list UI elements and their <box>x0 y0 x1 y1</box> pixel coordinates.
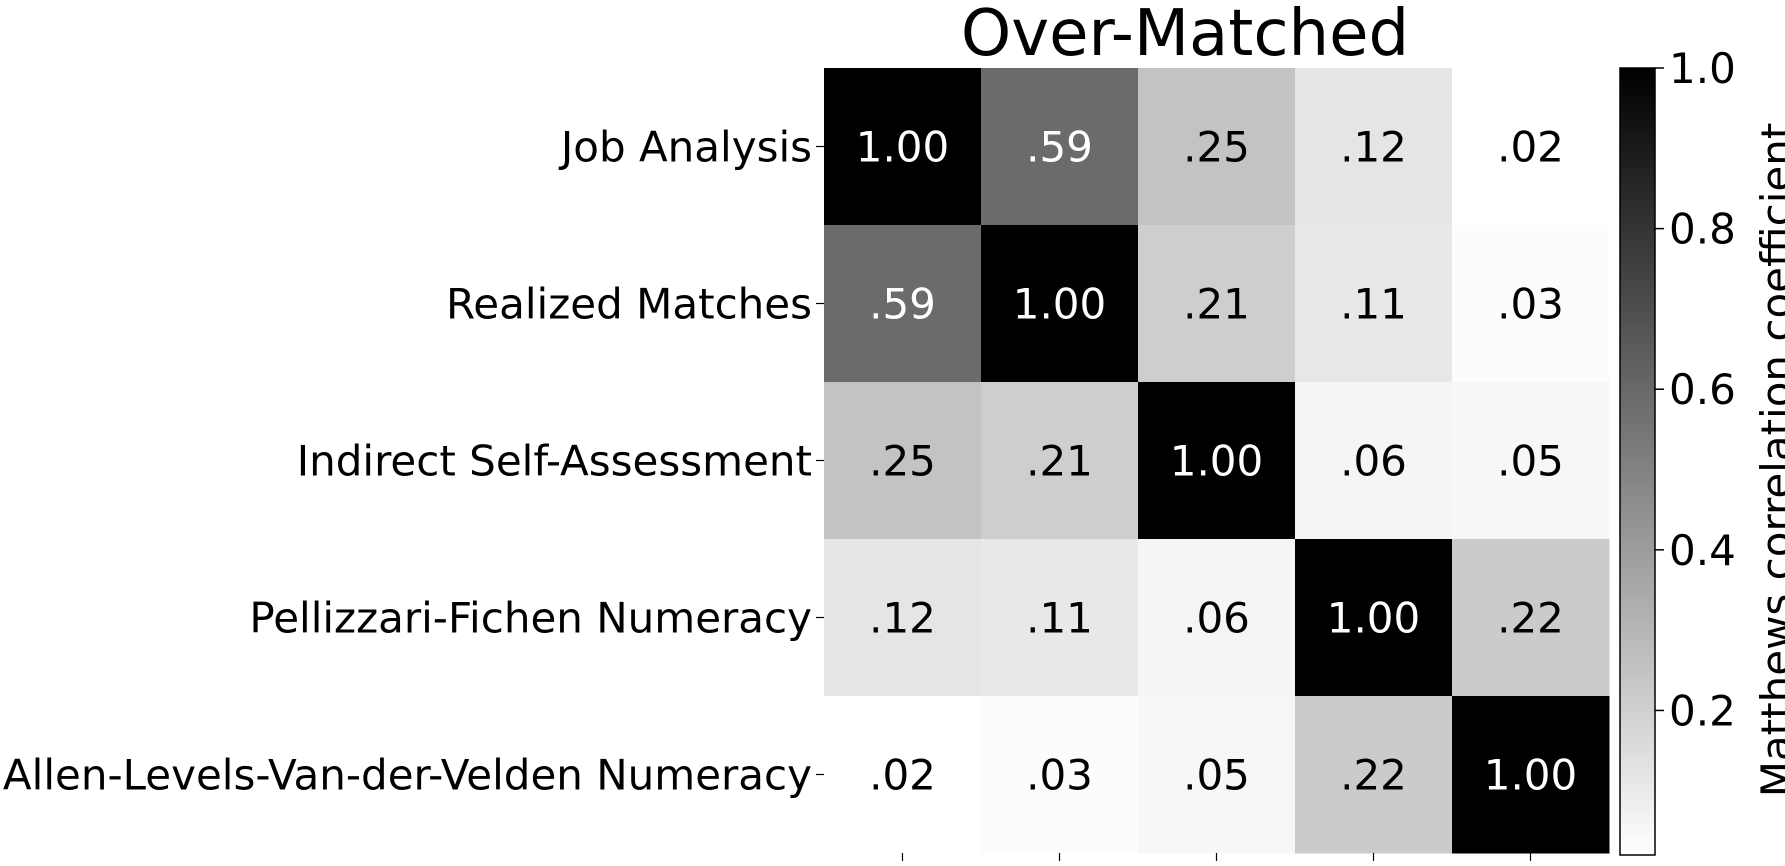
cell-value-label-r3-c1: .11 <box>1026 594 1093 643</box>
cell-value-label-r1-c1: 1.00 <box>1013 280 1107 329</box>
cell-value-label-r1-c4: .03 <box>1497 280 1564 329</box>
chart-title: Over-Matched <box>961 0 1409 71</box>
heatmap-cell-r4-c4 <box>1452 696 1610 854</box>
colorbar-tick-label-2: 0.6 <box>1669 365 1736 414</box>
row-label-4: Allen-Levels-Van-der-Velden Numeracy <box>3 751 812 800</box>
heatmap-cell-r4-c0 <box>824 696 982 854</box>
heatmap-cell-r4-c2 <box>1138 696 1296 854</box>
heatmap-cell-r2-c2 <box>1138 382 1296 540</box>
colorbar: 0.2 0.4 0.6 0.8 1.0 Matthews correlation coe… <box>1619 44 1785 856</box>
heatmap-cell-r3-c4 <box>1452 539 1610 697</box>
heatmap-cell-r0-c2 <box>1138 68 1296 226</box>
heatmap-cells: 1.00 .59 .25 .12 .02 .59 1.00 .21 .11 .03 .25 .21 1.… <box>824 68 1610 854</box>
row-label-1: Realized Matches <box>446 280 812 329</box>
cell-value-label-r2-c0: .25 <box>869 437 936 486</box>
heatmap-cell-r1-c3 <box>1295 225 1453 383</box>
cell-value-label-r4-c1: .03 <box>1026 751 1093 800</box>
cell-value-label-r0-c2: .25 <box>1183 123 1250 172</box>
heatmap-cell-r3-c1 <box>981 539 1139 697</box>
cell-value-label-r4-c4: 1.00 <box>1484 751 1578 800</box>
heatmap-cell-r4-c3 <box>1295 696 1453 854</box>
cell-value-label-r2-c2: 1.00 <box>1170 437 1264 486</box>
row-labels: Job Analysis Realized Matches Indirect Sel… <box>3 123 824 800</box>
column-ticks <box>901 853 1532 861</box>
heatmap-cell-r4-c1 <box>981 696 1139 854</box>
heatmap-cell-r3-c0 <box>824 539 982 697</box>
heatmap-cell-r0-c1 <box>981 68 1139 226</box>
cell-value-label-r3-c2: .06 <box>1183 594 1250 643</box>
cell-value-label-r4-c0: .02 <box>869 751 936 800</box>
cell-value-label-r2-c3: .06 <box>1340 437 1407 486</box>
heatmap-cell-r1-c1 <box>981 225 1139 383</box>
heatmap-cell-r1-c0 <box>824 225 982 383</box>
heatmap-cell-r2-c1 <box>981 382 1139 540</box>
cell-value-label-r4-c2: .05 <box>1183 751 1250 800</box>
colorbar-ticks: 0.2 0.4 0.6 0.8 1.0 <box>1655 44 1736 735</box>
heatmap-cell-r0-c3 <box>1295 68 1453 226</box>
cell-value-label-r2-c1: .21 <box>1026 437 1093 486</box>
cell-value-label-r0-c3: .12 <box>1340 123 1407 172</box>
row-label-3: Pellizzari-Fichen Numeracy <box>249 594 812 643</box>
heatmap-cell-r0-c4 <box>1452 68 1610 226</box>
cell-value-label-r1-c2: .21 <box>1183 280 1250 329</box>
colorbar-gradient <box>1619 67 1656 856</box>
cell-value-label-r1-c3: .11 <box>1340 280 1407 329</box>
cell-value-label-r4-c3: .22 <box>1340 751 1407 800</box>
cell-value-label-r0-c1: .59 <box>1026 123 1093 172</box>
row-label-2: Indirect Self-Assessment <box>297 437 812 486</box>
colorbar-tick-label-1: 0.4 <box>1669 526 1736 575</box>
cell-value-label-r3-c4: .22 <box>1497 594 1564 643</box>
heatmap-cell-r1-c2 <box>1138 225 1296 383</box>
heatmap-cell-r2-c4 <box>1452 382 1610 540</box>
colorbar-tick-label-3: 0.8 <box>1669 205 1736 254</box>
cell-value-label-r0-c4: .02 <box>1497 123 1564 172</box>
cell-value-label-r2-c4: .05 <box>1497 437 1564 486</box>
cell-value-label-r1-c0: .59 <box>869 280 936 329</box>
colorbar-tick-label-4: 1.0 <box>1669 44 1736 93</box>
cell-value-label-r0-c0: 1.00 <box>856 123 950 172</box>
cell-value-label-r3-c0: .12 <box>869 594 936 643</box>
cell-value-label-r3-c3: 1.00 <box>1327 594 1421 643</box>
heatmap-cell-r0-c0 <box>824 68 982 226</box>
heatmap-cell-r1-c4 <box>1452 225 1610 383</box>
heatmap-cell-r3-c2 <box>1138 539 1296 697</box>
heatmap-cell-r3-c3 <box>1295 539 1453 697</box>
row-label-0: Job Analysis <box>558 123 812 172</box>
heatmap-cell-r2-c3 <box>1295 382 1453 540</box>
colorbar-label: Matthews correlation coefficient <box>1752 123 1785 798</box>
colorbar-tick-label-0: 0.2 <box>1669 686 1736 735</box>
heatmap-cell-r2-c0 <box>824 382 982 540</box>
